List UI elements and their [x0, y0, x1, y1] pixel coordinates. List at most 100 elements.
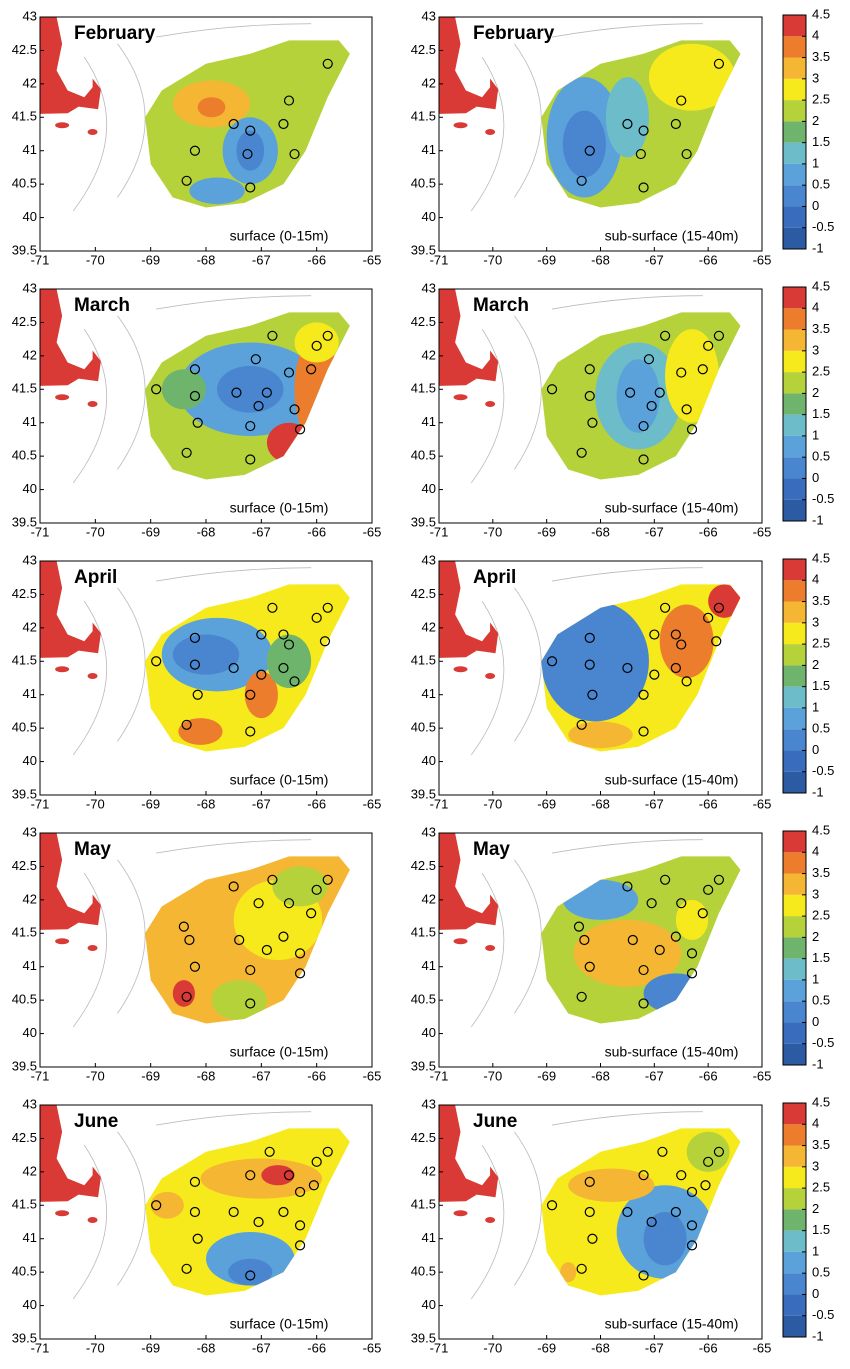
field-patch: [568, 1168, 655, 1202]
island: [453, 938, 468, 945]
station: [638, 726, 649, 737]
y-tick-label: 43: [422, 280, 436, 295]
x-tick-label: -69: [141, 1068, 160, 1083]
colorbar-tick-label: 0.5: [812, 1265, 830, 1280]
station: [242, 148, 253, 160]
y-tick-label: 42: [23, 891, 37, 906]
station: [181, 447, 192, 458]
station: [686, 1186, 698, 1198]
x-tick-label: -71: [430, 1068, 449, 1083]
y-tick-label: 43: [23, 552, 37, 567]
field-patch: [266, 634, 312, 689]
y-tick-label: 41.5: [12, 653, 37, 668]
x-tick-label: -67: [645, 524, 664, 539]
station: [676, 1170, 687, 1181]
island: [453, 122, 468, 129]
island: [87, 944, 98, 951]
y-tick-label: 42.5: [411, 858, 436, 873]
x-tick-label: -70: [86, 1340, 105, 1355]
y-tick-label: 40: [422, 1025, 436, 1040]
colorbar-swatch: [783, 559, 806, 581]
station: [697, 364, 708, 375]
x-tick-label: -71: [31, 252, 50, 267]
island: [55, 394, 70, 401]
colorbar-swatch: [783, 372, 806, 394]
land: [439, 561, 499, 658]
island: [55, 122, 70, 129]
y-tick-label: 41: [23, 686, 37, 701]
colorbar-tick-label: 2: [812, 929, 819, 944]
x-tick-label: -70: [483, 1340, 502, 1355]
colorbar-tick-label: 0: [812, 1014, 819, 1029]
colorbar-swatch: [783, 499, 806, 521]
colorbar-swatch: [783, 831, 806, 853]
depth-contour: [551, 567, 703, 582]
x-tick-label: -65: [753, 1068, 772, 1083]
y-tick-label: 42.5: [12, 586, 37, 601]
x-tick-label: -66: [699, 524, 718, 539]
colorbar-swatch: [783, 308, 806, 330]
station: [245, 420, 256, 432]
y-tick-label: 42: [23, 619, 37, 634]
depth-contour: [117, 43, 146, 198]
y-tick-label: 39.5: [411, 1330, 436, 1345]
station: [649, 669, 660, 680]
x-tick-label: -68: [591, 252, 610, 267]
colorbar-tick-label: -1: [812, 784, 824, 799]
colorbar-swatch: [783, 435, 806, 458]
station: [245, 689, 256, 700]
colorbar-swatch: [783, 227, 806, 249]
land: [40, 1105, 101, 1202]
station: [686, 1240, 698, 1251]
station: [245, 964, 256, 976]
station: [703, 340, 714, 351]
colorbar: -1 -0.5 0 0.5 1 1.5 2 2.5 3 3.5 4 4.5: [782, 278, 834, 527]
field-patch: [562, 879, 639, 920]
layer-label: surface (0-15m): [230, 1316, 329, 1332]
x-tick-label: -65: [363, 1068, 382, 1083]
colorbar-tick-label: 0: [812, 742, 819, 757]
y-tick-label: 42.5: [12, 1130, 37, 1145]
month-label: April: [473, 567, 516, 588]
depth-contour: [514, 315, 542, 470]
field-patch: [261, 1165, 295, 1186]
station: [283, 639, 295, 650]
colorbar-swatch: [783, 1022, 806, 1044]
x-tick-label: -66: [307, 1068, 326, 1083]
station: [253, 1216, 264, 1228]
colorbar-swatch: [783, 1273, 806, 1295]
x-tick-label: -69: [537, 1068, 556, 1083]
station: [311, 612, 322, 623]
colorbar-tick-label: -1: [812, 1056, 824, 1071]
colorbar-swatch: [783, 1043, 806, 1065]
island: [55, 1210, 70, 1217]
month-label: April: [74, 567, 117, 588]
station: [228, 881, 239, 892]
station: [322, 874, 333, 885]
station: [245, 726, 256, 737]
colorbar-tick-label: -0.5: [812, 1307, 834, 1322]
colorbar-tick-label: 3: [812, 342, 819, 357]
month-label: March: [473, 295, 529, 316]
colorbar: -1 -0.5 0 0.5 1 1.5 2 2.5 3 3.5 4 4.5: [782, 822, 834, 1071]
depth-contour: [156, 839, 312, 854]
station: [151, 656, 162, 667]
colorbar-tick-label: 2: [812, 1201, 819, 1216]
colorbar-tick-label: 1.5: [812, 1222, 830, 1237]
y-tick-label: 43: [23, 1096, 37, 1111]
colorbar-tick-label: 1: [812, 971, 819, 986]
field-patch: [643, 973, 709, 1014]
station: [646, 1216, 657, 1228]
station: [622, 881, 633, 892]
depth-contour: [514, 587, 542, 742]
island: [87, 1216, 98, 1223]
station: [638, 420, 649, 432]
colorbar-swatch: [783, 1294, 806, 1316]
x-tick-label: -71: [31, 796, 50, 811]
colorbar-tick-label: 3.5: [812, 593, 830, 608]
depth-contour: [551, 23, 703, 38]
colorbar-frame: [782, 14, 807, 250]
colorbar-tick-label: -0.5: [812, 763, 834, 778]
station: [686, 948, 698, 959]
colorbar-tick-label: 2.5: [812, 364, 830, 379]
